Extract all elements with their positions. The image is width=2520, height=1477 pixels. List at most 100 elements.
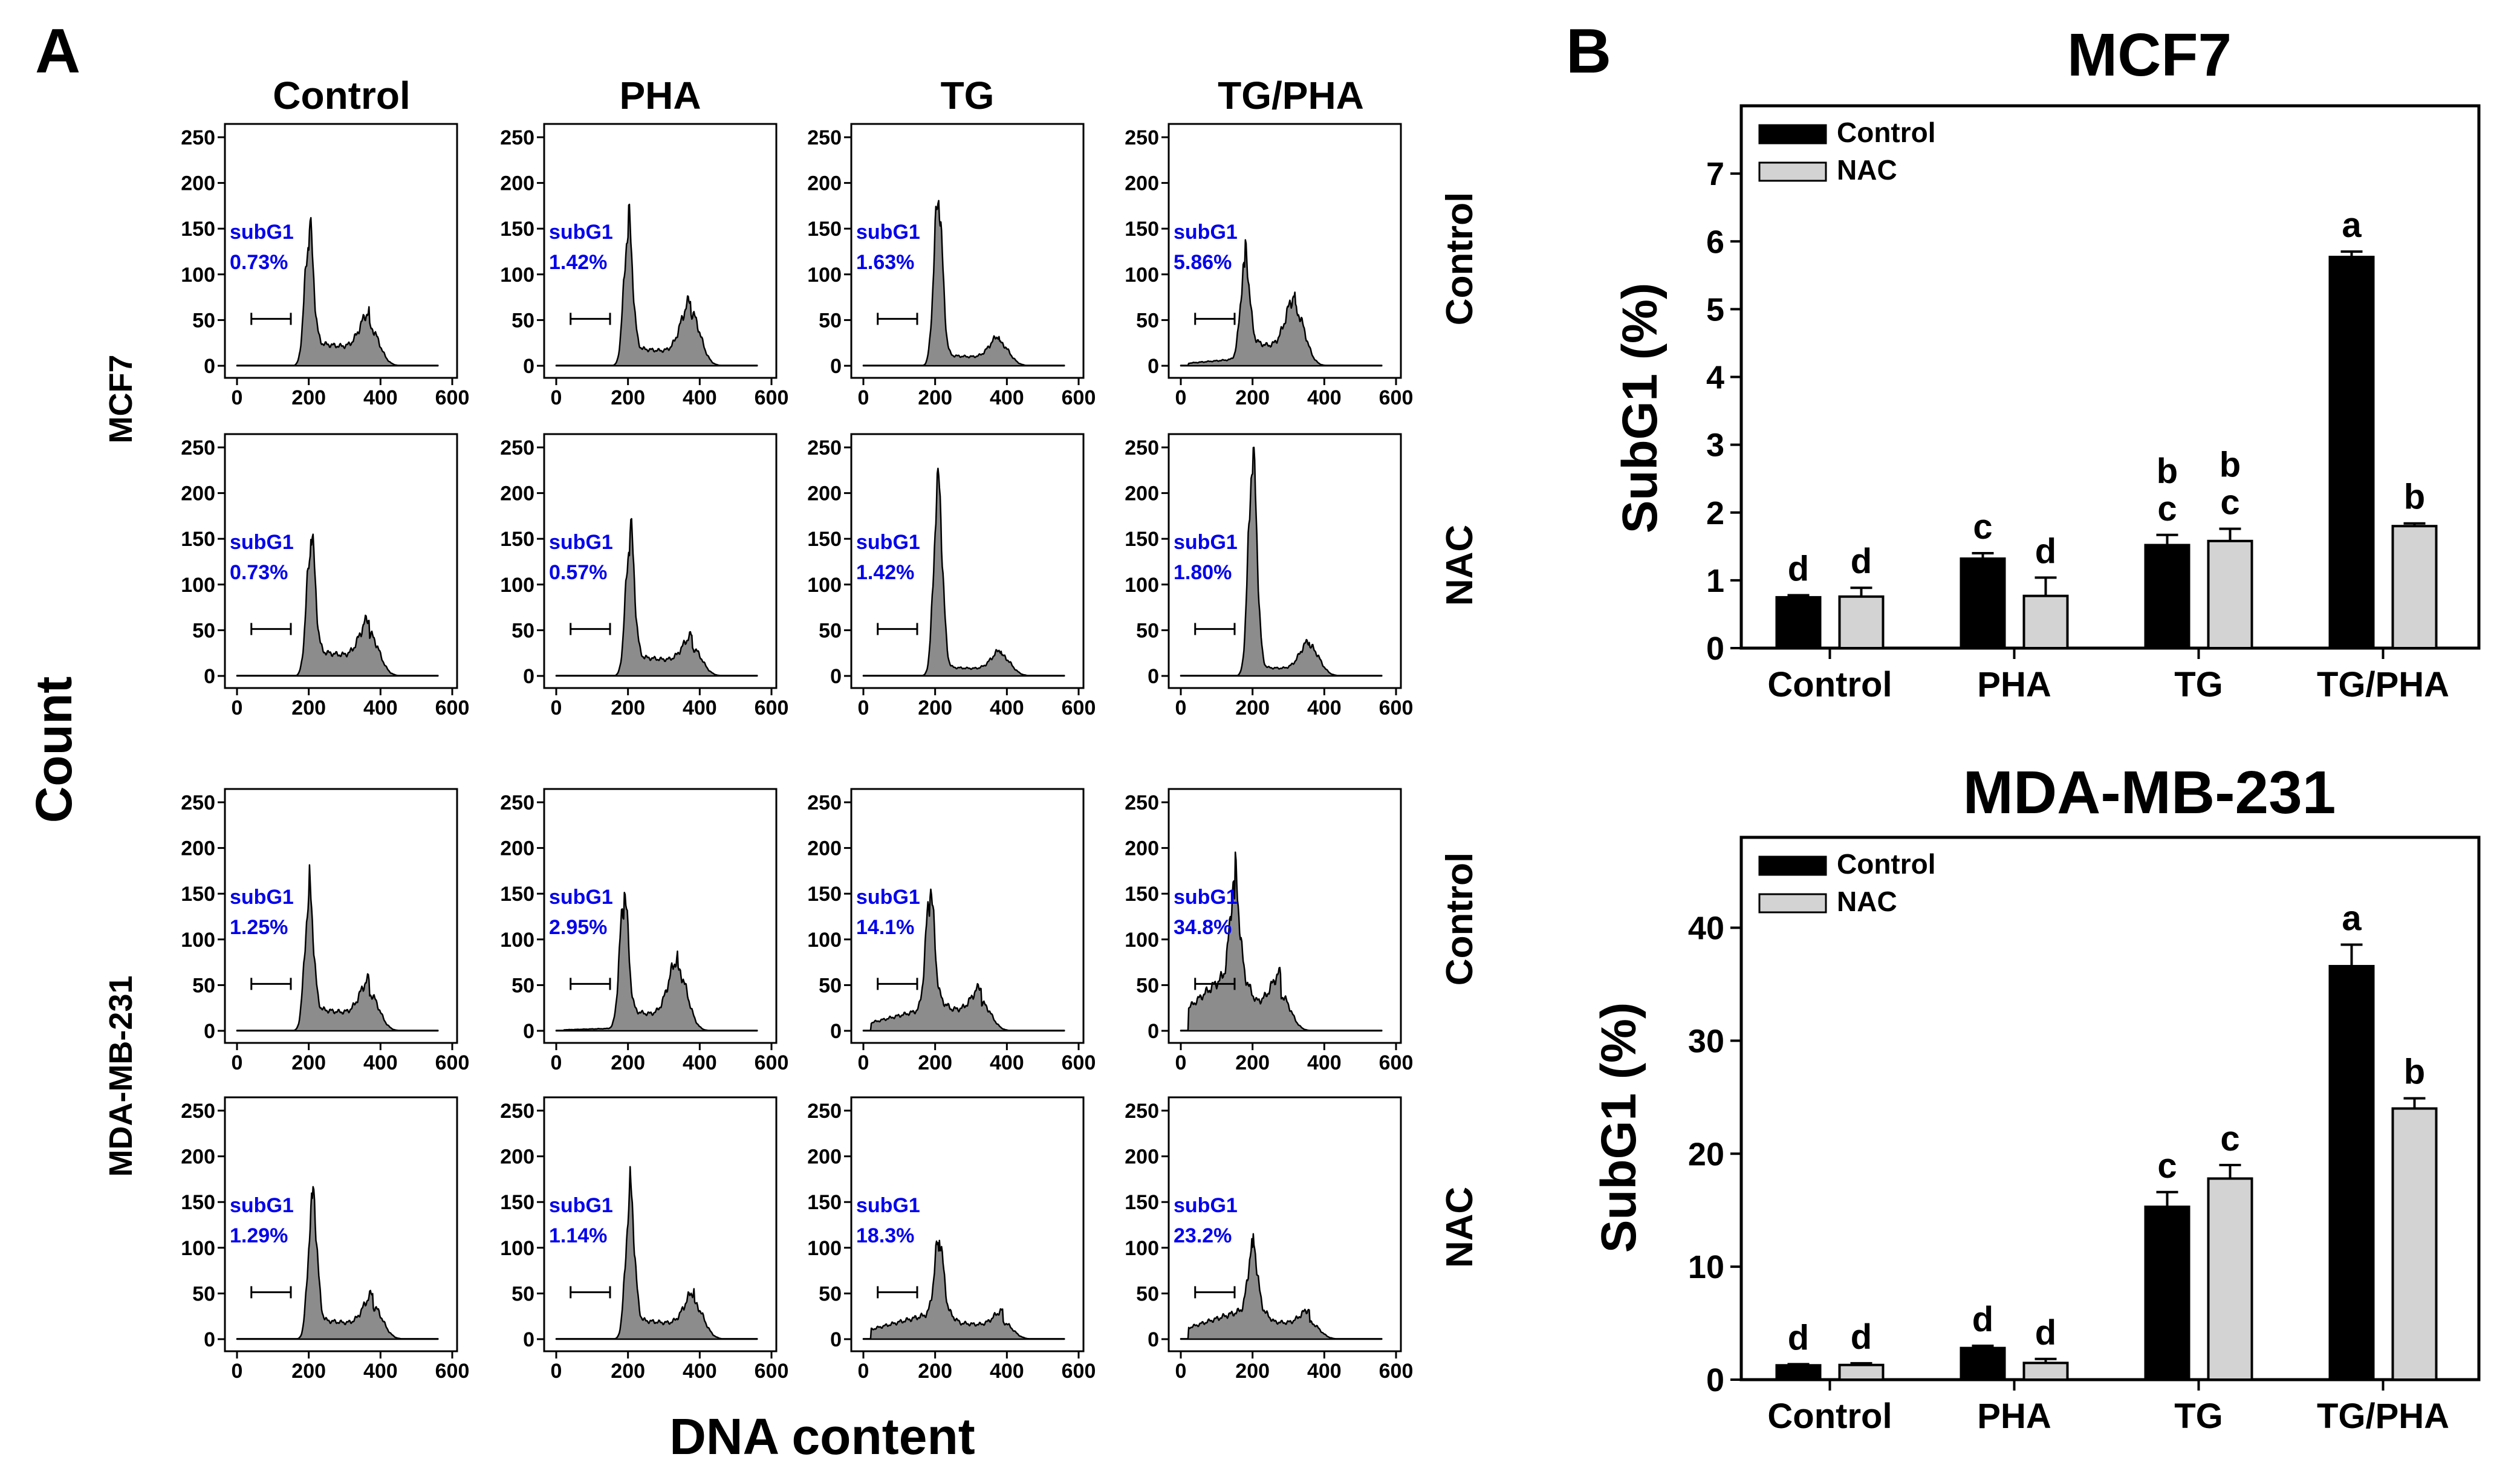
significance-letter: b bbox=[2404, 478, 2425, 517]
histogram-x-tick-label: 200 bbox=[1235, 386, 1270, 409]
column-label-tg-pha: TG/PHA bbox=[1218, 74, 1364, 117]
histogram-y-tick-label: 250 bbox=[807, 126, 842, 149]
histogram-density-area bbox=[555, 1166, 758, 1340]
subg1-percentage: 1.14% bbox=[549, 1224, 607, 1247]
histogram-x-tick-label: 200 bbox=[291, 696, 326, 719]
histogram-y-tick-label: 100 bbox=[181, 574, 215, 597]
subg1-percentage: 1.42% bbox=[549, 251, 607, 274]
histogram-x-tick-label: 200 bbox=[611, 1051, 645, 1074]
histogram-y-tick-label: 50 bbox=[819, 619, 842, 642]
histogram-x-tick-label: 400 bbox=[1307, 386, 1342, 409]
histogram-y-tick-label: 200 bbox=[181, 1146, 215, 1169]
row-label-mcf7-control: Control bbox=[1439, 192, 1481, 325]
histogram-mcf7-tg-pha-control: 0 50 100 150 200 250 0 200 400 600 subG1 5.86% bbox=[1125, 123, 1413, 409]
mda-bar-chart: 0 10 20 30 40 Control d d PHA d d TG c c TG/PHA a b Contr… bbox=[1688, 836, 2481, 1436]
subg1-gate-label: subG1 bbox=[1174, 1194, 1238, 1217]
histogram-x-tick-label: 600 bbox=[755, 696, 789, 719]
histogram-x-tick-label: 0 bbox=[1175, 696, 1187, 719]
histogram-mda-mb-231-control-control: 0 50 100 150 200 250 0 200 400 600 subG1 1.25% bbox=[181, 788, 469, 1074]
histogram-frame bbox=[850, 1096, 1085, 1352]
significance-letter: b bbox=[2157, 452, 2178, 491]
histogram-x-tick-label: 0 bbox=[1175, 1360, 1187, 1383]
histogram-y-tick-label: 150 bbox=[1125, 528, 1159, 551]
subg1-percentage: 23.2% bbox=[1174, 1224, 1232, 1247]
subg1-percentage: 2.95% bbox=[549, 916, 607, 939]
histogram-y-tick-label: 100 bbox=[181, 1237, 215, 1260]
histogram-density-area bbox=[555, 891, 758, 1032]
x-tick-label-control: Control bbox=[1767, 665, 1892, 704]
row-label-mda-nac: NAC bbox=[1439, 1187, 1481, 1268]
histogram-y-tick-label: 200 bbox=[1125, 1146, 1159, 1169]
subg1-gate-label: subG1 bbox=[230, 886, 294, 909]
panel-a-label: A bbox=[35, 16, 80, 86]
histogram-y-tick-label: 250 bbox=[181, 437, 215, 459]
significance-letter: b bbox=[2404, 1053, 2425, 1092]
histogram-frame bbox=[543, 123, 778, 379]
histogram-density-area bbox=[555, 203, 758, 367]
histogram-y-tick-label: 100 bbox=[500, 1237, 534, 1260]
histogram-y-tick-label: 100 bbox=[807, 929, 842, 952]
histogram-y-tick-label: 50 bbox=[819, 309, 842, 332]
histogram-density-area bbox=[236, 216, 439, 367]
histogram-y-tick-label: 200 bbox=[1125, 837, 1159, 860]
histogram-x-tick-label: 400 bbox=[1307, 1051, 1342, 1074]
bar-nac-control bbox=[1838, 1363, 1885, 1381]
histogram-frame bbox=[1167, 1096, 1402, 1352]
histogram-mda-mb-231-tg-nac: 0 50 100 150 200 250 0 200 400 600 subG1 18.3% bbox=[807, 1096, 1096, 1383]
panel-b-label: B bbox=[1566, 16, 1611, 86]
histogram-mda-mb-231-control-nac: 0 50 100 150 200 250 0 200 400 600 subG1 1.29% bbox=[181, 1096, 469, 1383]
histogram-density-area bbox=[236, 1186, 439, 1340]
histogram-x-tick-label: 200 bbox=[1235, 1360, 1270, 1383]
y-tick-label: 10 bbox=[1688, 1249, 1724, 1285]
y-tick-label: 3 bbox=[1706, 427, 1724, 464]
histogram-y-tick-label: 150 bbox=[1125, 1191, 1159, 1214]
bar-nac-tg bbox=[2207, 539, 2253, 650]
mcf7-chart-title: MCF7 bbox=[2067, 21, 2232, 89]
significance-letter: c bbox=[2157, 1146, 2177, 1186]
histogram-frame bbox=[224, 788, 458, 1044]
histogram-y-tick-label: 250 bbox=[807, 437, 842, 459]
histogram-y-tick-label: 0 bbox=[830, 1020, 842, 1043]
histogram-x-tick-label: 200 bbox=[291, 386, 326, 409]
histogram-y-tick-label: 50 bbox=[1136, 1282, 1159, 1305]
histogram-y-tick-label: 50 bbox=[192, 1282, 215, 1305]
subg1-percentage: 1.25% bbox=[230, 916, 288, 939]
subg1-gate-label: subG1 bbox=[856, 1194, 920, 1217]
x-tick-label-control: Control bbox=[1767, 1397, 1892, 1436]
histogram-mda-mb-231-tg-pha-control: 0 50 100 150 200 250 0 200 400 600 subG1 34.8% bbox=[1125, 788, 1413, 1074]
histogram-x-tick-label: 600 bbox=[755, 386, 789, 409]
histogram-x-tick-label: 0 bbox=[1175, 386, 1187, 409]
histogram-frame bbox=[224, 123, 458, 379]
row-label-mcf7-nac: NAC bbox=[1439, 525, 1481, 606]
histogram-x-tick-label: 0 bbox=[858, 1051, 869, 1074]
subg1-percentage: 18.3% bbox=[856, 1224, 914, 1247]
significance-letter: d bbox=[1788, 550, 1809, 589]
column-label-control: Control bbox=[273, 74, 411, 117]
subg1-gate-label: subG1 bbox=[856, 886, 920, 909]
significance-letter: c bbox=[1973, 507, 1992, 547]
histogram-x-tick-label: 400 bbox=[990, 696, 1024, 719]
histogram-x-tick-label: 0 bbox=[858, 386, 869, 409]
significance-letter: a bbox=[2342, 206, 2362, 245]
histogram-y-tick-label: 200 bbox=[500, 482, 534, 505]
histogram-y-tick-label: 100 bbox=[181, 929, 215, 952]
histogram-x-tick-label: 200 bbox=[291, 1051, 326, 1074]
histogram-frame bbox=[850, 788, 1085, 1044]
histogram-mcf7-control-control: 0 50 100 150 200 250 0 200 400 600 subG1 0.73% bbox=[181, 123, 469, 409]
legend-swatch-control bbox=[1758, 855, 1827, 876]
histogram-y-tick-label: 150 bbox=[500, 528, 534, 551]
significance-letter: c bbox=[2220, 483, 2239, 522]
histogram-y-tick-label: 100 bbox=[807, 1237, 842, 1260]
histogram-y-tick-label: 150 bbox=[500, 883, 534, 906]
legend-label-control: Control bbox=[1837, 117, 1936, 148]
histogram-frame bbox=[224, 1096, 458, 1352]
histogram-x-tick-label: 600 bbox=[1062, 386, 1096, 409]
legend-label-nac: NAC bbox=[1837, 154, 1897, 186]
histogram-frame bbox=[543, 788, 778, 1044]
histogram-x-axis-title: DNA content bbox=[669, 1408, 975, 1465]
subg1-gate-label: subG1 bbox=[549, 531, 613, 554]
bar-nac-pha bbox=[2022, 594, 2069, 650]
histogram-x-tick-label: 400 bbox=[683, 696, 717, 719]
subg1-gate-label: subG1 bbox=[549, 221, 613, 244]
histogram-density-area bbox=[555, 518, 758, 677]
